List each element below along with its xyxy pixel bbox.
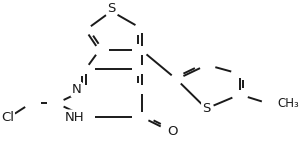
Text: S: S	[107, 2, 115, 15]
Text: S: S	[202, 102, 211, 115]
Text: Cl: Cl	[1, 111, 14, 124]
Text: N: N	[72, 83, 81, 96]
Text: NH: NH	[65, 111, 84, 124]
Text: CH₃: CH₃	[277, 98, 299, 111]
Text: O: O	[167, 125, 177, 138]
